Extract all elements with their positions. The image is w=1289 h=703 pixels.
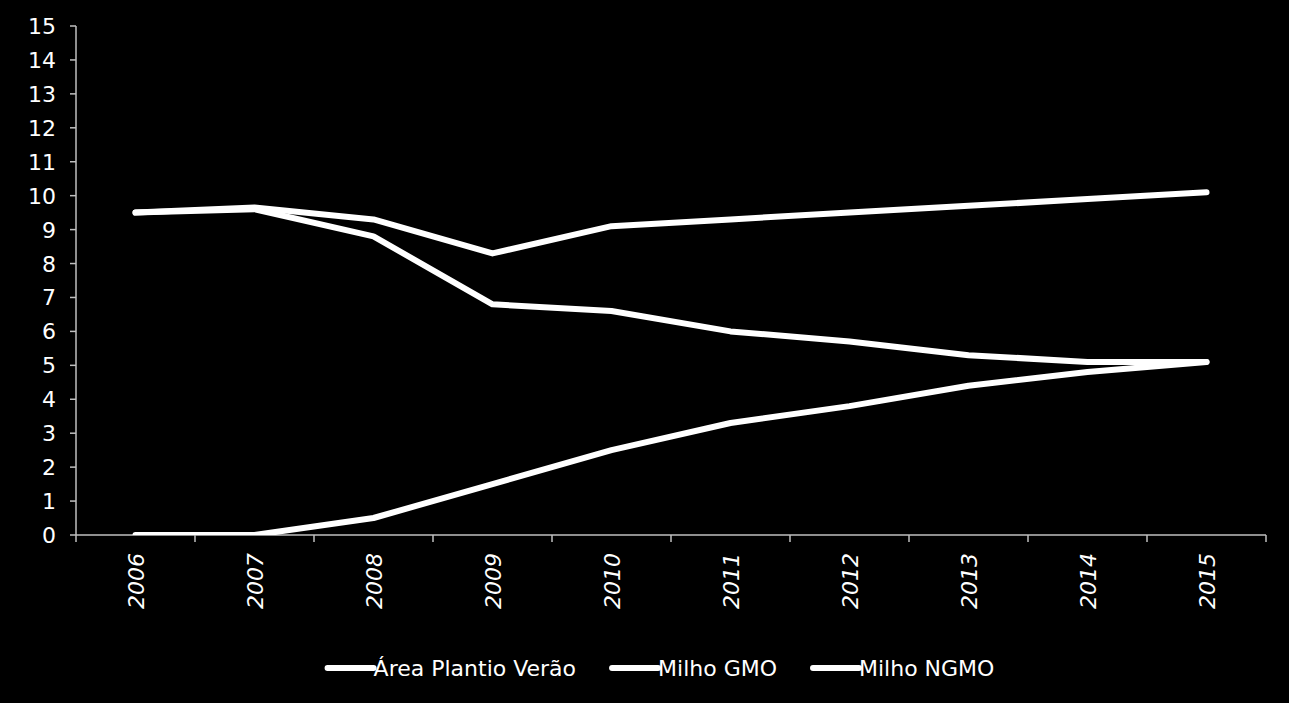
y-tick [70,93,76,95]
y-tick-label: 5 [42,353,56,378]
x-tick-label: 2010 [600,553,625,609]
series-line [136,209,1207,362]
y-tick [70,331,76,333]
x-tick [75,535,77,542]
series-line [136,192,1207,253]
legend-swatch [813,665,859,671]
x-tick-label: 2008 [362,553,387,609]
plot-lines [136,192,1207,535]
y-axis-line [75,26,77,535]
legend: Área Plantio Verão Milho GMO Milho NGMO [328,656,995,681]
y-tick-label: 3 [42,421,56,446]
y-tick [70,263,76,265]
x-tick-label: 2009 [481,553,506,609]
x-tick [908,535,910,542]
y-tick [70,161,76,163]
y-tick-label: 15 [28,14,56,39]
y-tick-label: 14 [28,48,56,73]
legend-label: Milho NGMO [859,656,994,681]
y-tick [70,25,76,27]
y-tick-label: 13 [28,82,56,107]
y-tick [70,432,76,434]
y-tick-label: 2 [42,455,56,480]
y-tick-label: 7 [42,285,56,310]
y-tick [70,59,76,61]
x-tick [313,535,315,542]
y-tick [70,297,76,299]
series-line [136,362,1207,535]
x-tick [789,535,791,542]
legend-label: Milho GMO [658,656,777,681]
y-tick [70,500,76,502]
y-tick-label: 4 [42,387,56,412]
y-tick-label: 8 [42,252,56,277]
chart: 0123456789101112131415200620072008200920… [0,0,1289,703]
x-tick [194,535,196,542]
y-tick [70,229,76,231]
x-tick-label: 2012 [838,553,863,609]
x-tick-label: 2014 [1076,553,1101,609]
y-tick [70,399,76,401]
y-tick [70,127,76,129]
x-tick [551,535,553,542]
legend-label: Área Plantio Verão [374,656,576,681]
x-tick [1027,535,1029,542]
x-tick-label: 2007 [243,553,268,609]
y-tick-label: 1 [42,489,56,514]
x-tick [1265,535,1267,542]
x-tick [1146,535,1148,542]
y-tick [70,365,76,367]
x-tick-label: 2006 [124,553,149,609]
x-tick [670,535,672,542]
y-tick-label: 11 [28,150,56,175]
y-tick [70,534,76,536]
y-tick-label: 6 [42,319,56,344]
legend-swatch [328,665,374,671]
y-tick-label: 12 [28,116,56,141]
x-tick-label: 2011 [719,553,744,609]
y-tick [70,466,76,468]
y-tick-label: 9 [42,218,56,243]
x-tick-label: 2015 [1195,553,1220,609]
x-tick-label: 2013 [957,553,982,609]
y-tick-label: 10 [28,184,56,209]
y-tick [70,195,76,197]
y-tick-label: 0 [42,523,56,548]
legend-swatch [612,665,658,671]
x-tick [432,535,434,542]
